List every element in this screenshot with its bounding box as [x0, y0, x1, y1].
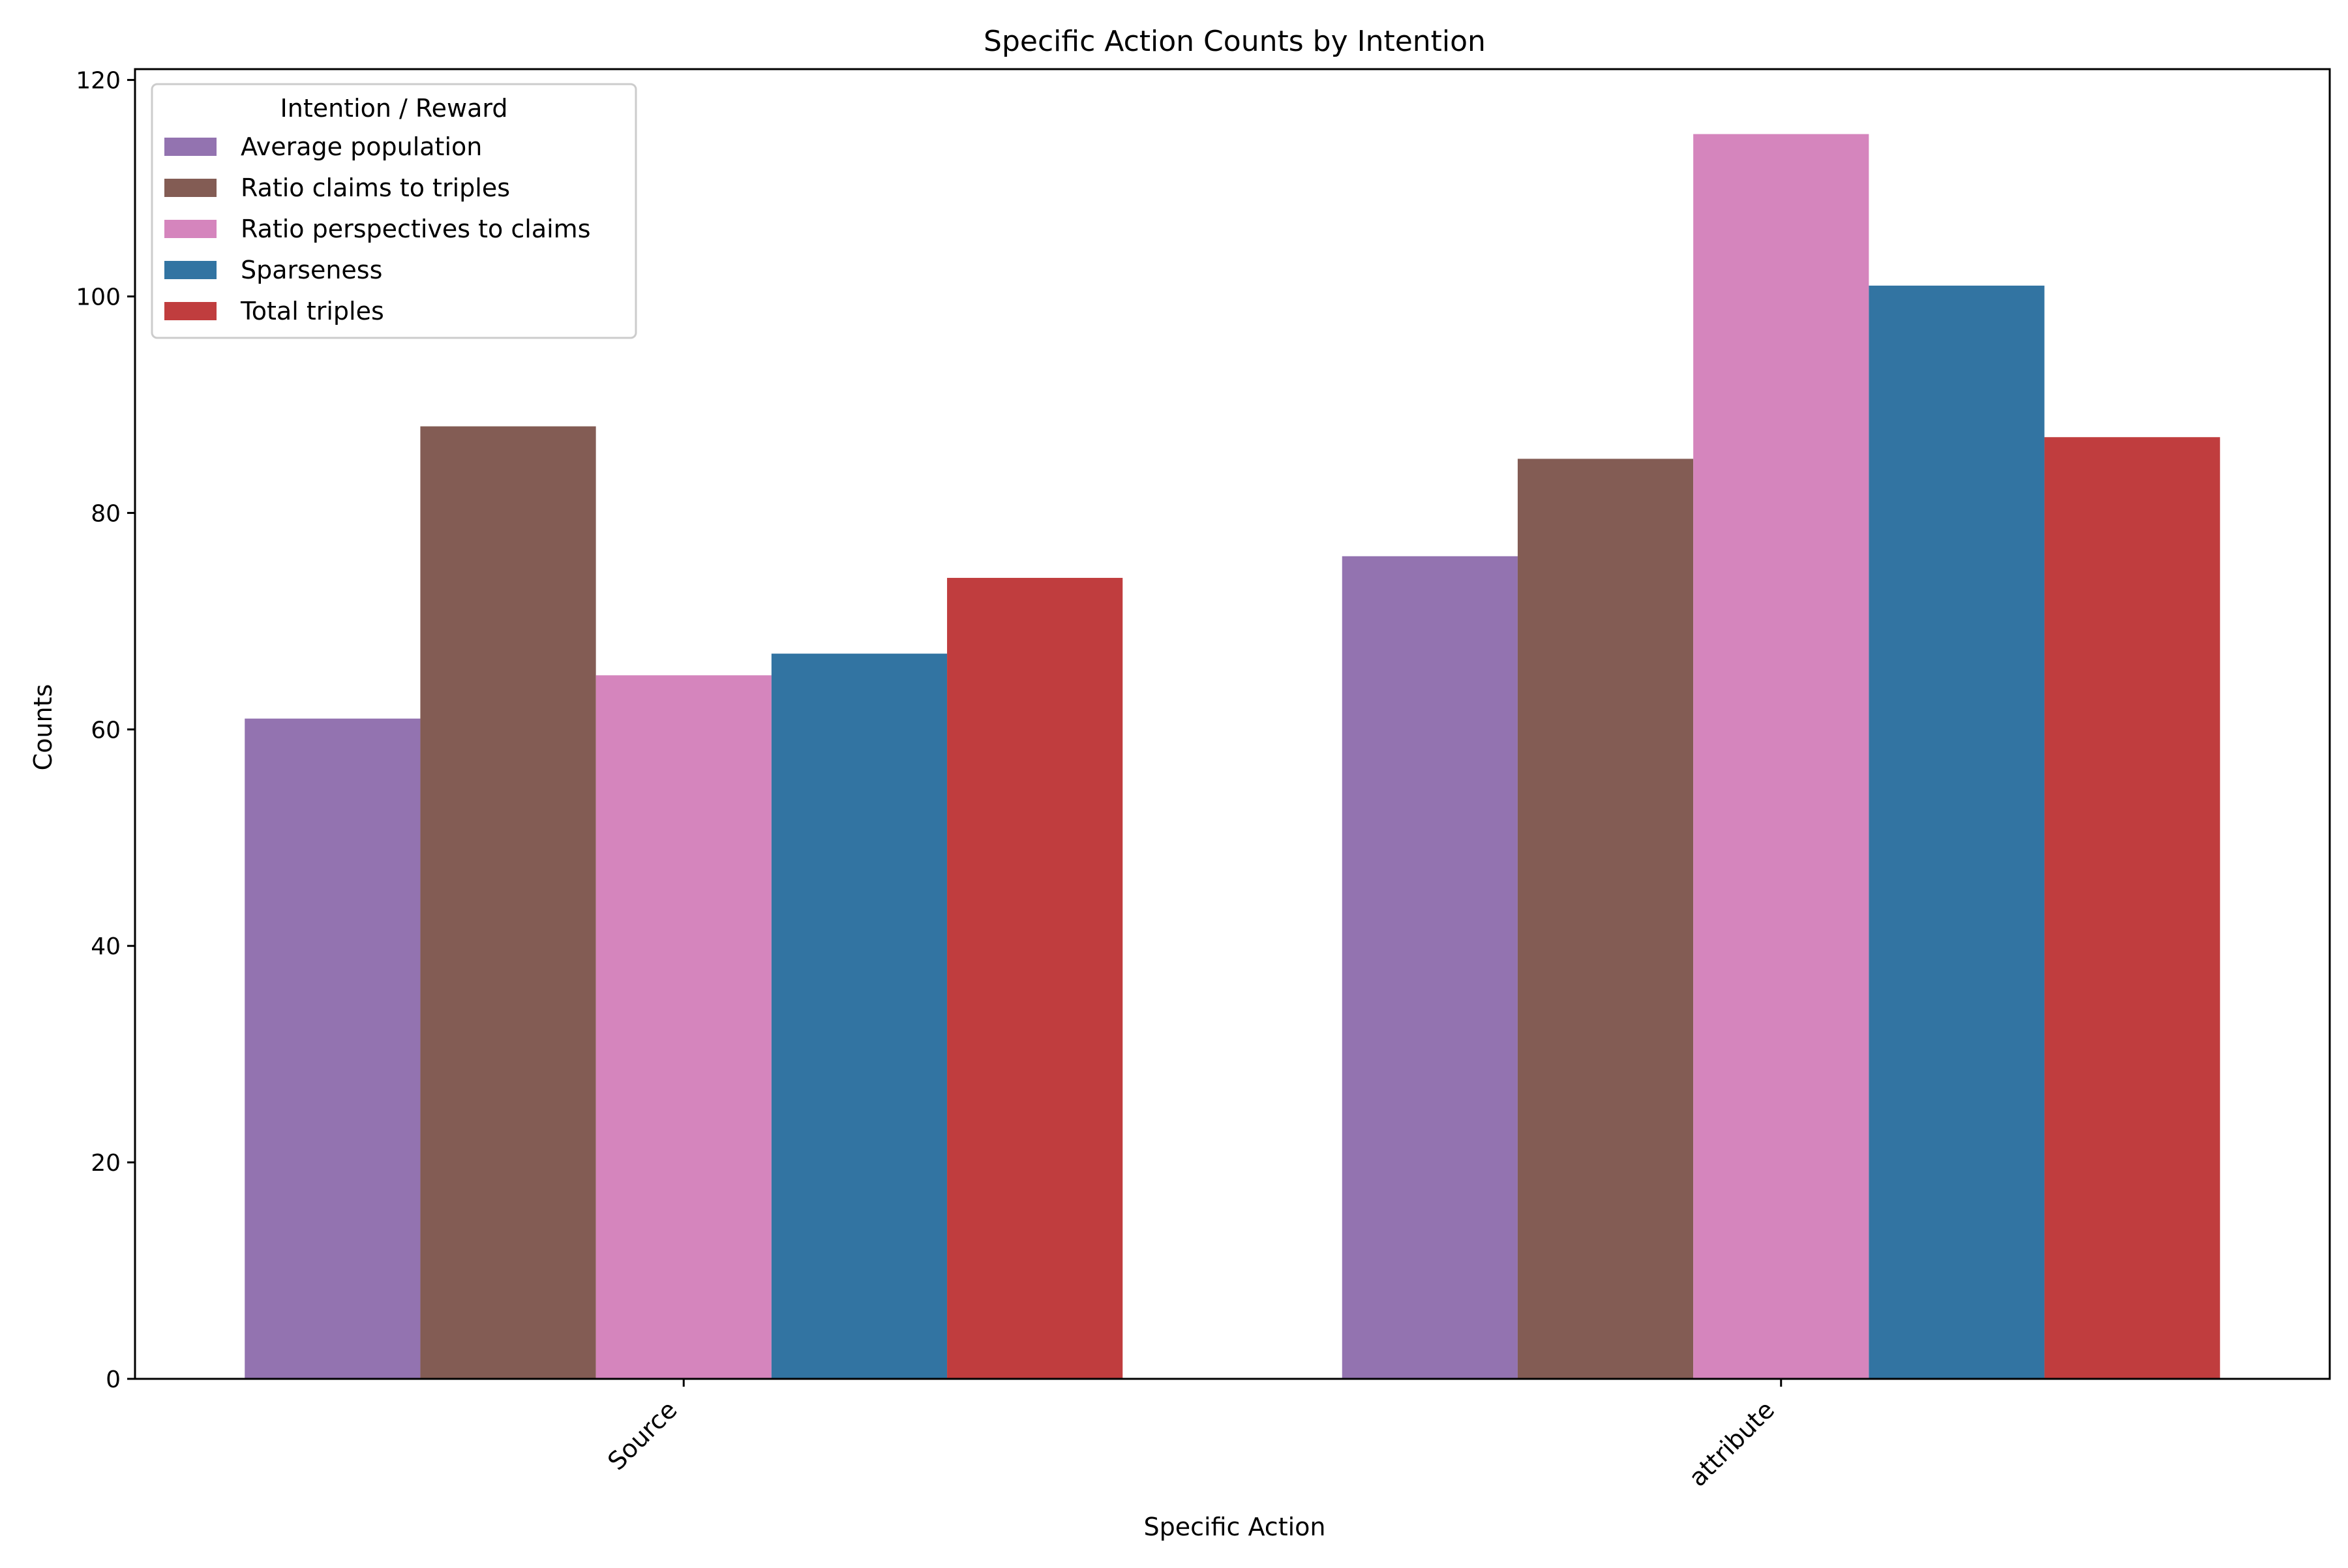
- bar-2-4: [1869, 285, 2045, 1379]
- legend-label: Ratio claims to triples: [241, 173, 510, 202]
- y-tick-label: 80: [91, 500, 121, 527]
- legend-swatch: [164, 302, 217, 320]
- legend-label: Ratio perspectives to claims: [241, 215, 591, 243]
- y-tick-label: 120: [76, 68, 121, 95]
- bars-layer: [245, 134, 2220, 1379]
- bar-2-1: [1342, 556, 1518, 1379]
- y-tick-label: 100: [76, 284, 121, 310]
- legend: Intention / Reward Average population Rat…: [151, 83, 637, 339]
- legend-label: Sparseness: [241, 256, 382, 284]
- legend-label: Total triples: [240, 297, 384, 325]
- bar-1-3: [595, 675, 772, 1379]
- y-tick-label: 40: [91, 933, 121, 960]
- y-axis-label: Counts: [29, 684, 57, 771]
- legend-swatch: [164, 138, 217, 156]
- plot-frame: [134, 68, 2331, 1380]
- legend-swatch: [164, 179, 217, 197]
- legend-swatch: [164, 261, 217, 279]
- y-tick-label: 60: [91, 717, 121, 744]
- y-tick-label: 0: [106, 1366, 121, 1393]
- x-axis-label: Specific Action: [1144, 1513, 1326, 1541]
- y-tick-label: 20: [91, 1150, 121, 1177]
- legend-items: Average population Ratio claims to triple…: [164, 132, 591, 325]
- bar-2-2: [1517, 459, 1694, 1379]
- bar-2-5: [2044, 437, 2220, 1379]
- legend-label: Average population: [241, 132, 482, 161]
- chart-title: Specific Action Counts by Intention: [984, 25, 1486, 58]
- legend-frame: [151, 83, 637, 339]
- bar-1-5: [947, 577, 1123, 1379]
- bar-1-2: [420, 426, 596, 1379]
- legend-title: Intention / Reward: [280, 94, 508, 123]
- y-axis: 0 20 40 60 80 100 120: [76, 68, 135, 1393]
- bar-1-1: [245, 718, 421, 1379]
- bar-2-3: [1693, 134, 1869, 1379]
- legend-swatch: [164, 220, 217, 238]
- bar-1-4: [771, 654, 948, 1379]
